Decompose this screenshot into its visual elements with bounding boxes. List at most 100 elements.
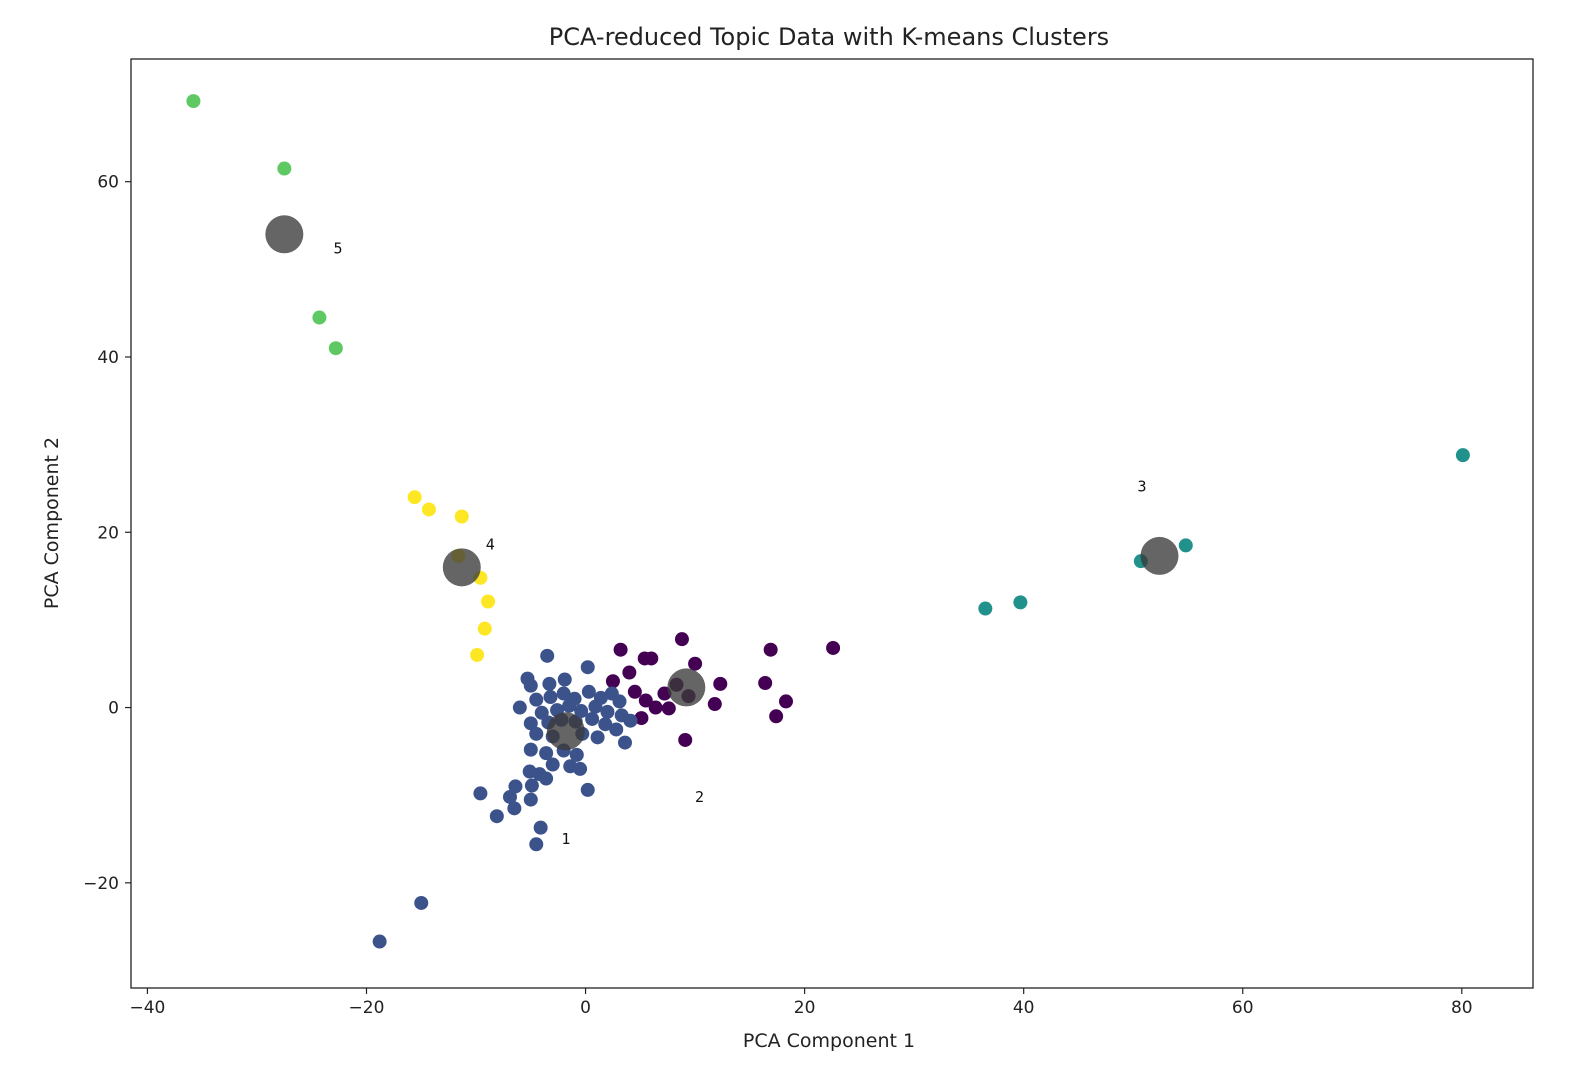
data-point-cluster-2 <box>473 786 488 801</box>
data-point-cluster-2 <box>529 726 544 741</box>
data-point-cluster-2 <box>372 934 387 949</box>
x-tick-label: 80 <box>1451 998 1473 1018</box>
centroid-marker-3 <box>1140 536 1179 575</box>
data-point-cluster-2 <box>540 648 555 663</box>
x-tick-label: 60 <box>1232 998 1254 1018</box>
data-point-cluster-2 <box>523 678 538 693</box>
data-point-cluster-5 <box>481 594 496 609</box>
data-point-cluster-5 <box>477 621 492 636</box>
data-point-cluster-2 <box>573 761 588 776</box>
data-point-cluster-1 <box>758 676 773 691</box>
data-point-cluster-5 <box>470 647 485 662</box>
data-point-cluster-2 <box>590 730 605 745</box>
data-point-cluster-5 <box>421 502 436 517</box>
data-point-cluster-2 <box>523 716 538 731</box>
data-point-cluster-2 <box>539 771 554 786</box>
data-point-cluster-1 <box>622 665 637 680</box>
data-point-cluster-2 <box>569 747 584 762</box>
data-point-cluster-2 <box>414 895 429 910</box>
data-point-cluster-1 <box>826 640 841 655</box>
data-point-cluster-2 <box>543 690 558 705</box>
data-point-cluster-1 <box>778 694 793 709</box>
data-point-cluster-2 <box>556 686 571 701</box>
data-point-cluster-1 <box>634 711 649 726</box>
data-point-cluster-2 <box>523 742 538 757</box>
data-point-cluster-2 <box>588 699 603 714</box>
data-point-cluster-1 <box>769 709 784 724</box>
data-point-cluster-1 <box>644 651 659 666</box>
centroid-label-2: 2 <box>695 788 704 806</box>
data-point-cluster-2 <box>623 713 638 728</box>
data-point-cluster-2 <box>562 698 577 713</box>
data-point-cluster-1 <box>707 697 722 712</box>
x-tick-label: −20 <box>349 998 385 1018</box>
data-point-cluster-4 <box>277 161 292 176</box>
data-point-cluster-1 <box>605 674 620 689</box>
data-point-cluster-2 <box>502 789 517 804</box>
data-point-cluster-1 <box>648 700 663 715</box>
data-point-cluster-2 <box>585 711 600 726</box>
data-point-cluster-2 <box>529 692 544 707</box>
data-point-cluster-5 <box>454 509 469 524</box>
centroid-label-5: 5 <box>333 239 342 257</box>
data-point-cluster-2 <box>580 660 595 675</box>
data-point-cluster-2 <box>524 778 539 793</box>
y-tick-label: 40 <box>97 348 119 368</box>
x-tick-label: 40 <box>1013 998 1035 1018</box>
x-tick-label: −40 <box>129 998 165 1018</box>
x-axis-ticks: −40 −20 0 20 40 60 80 <box>129 988 1473 1018</box>
data-point-cluster-2 <box>529 837 544 852</box>
centroid-marker-5 <box>265 215 304 254</box>
y-axis-title: PCA Component 2 <box>41 437 63 609</box>
centroid-labels: 1 2 3 4 5 <box>333 239 1146 848</box>
x-tick-label: 0 <box>580 998 591 1018</box>
data-point-cluster-2 <box>512 700 527 715</box>
x-axis-title: PCA Component 1 <box>743 1030 915 1052</box>
centroid-label-1: 1 <box>561 830 570 848</box>
centroid-label-3: 3 <box>1137 478 1146 496</box>
centroid-marker-2 <box>667 668 706 707</box>
data-point-cluster-1 <box>674 632 689 647</box>
y-axis-ticks: −20 0 20 40 60 <box>83 173 131 894</box>
y-tick-label: 20 <box>97 523 119 543</box>
data-point-cluster-2 <box>508 779 523 794</box>
data-point-cluster-1 <box>613 642 628 657</box>
chart-title: PCA-reduced Topic Data with K-means Clus… <box>549 23 1109 51</box>
data-point-cluster-2 <box>533 820 548 835</box>
y-tick-label: 60 <box>97 173 119 193</box>
cluster-centroids <box>265 215 1179 751</box>
x-tick-label: 20 <box>794 998 816 1018</box>
data-point-cluster-2 <box>600 704 615 719</box>
data-point-cluster-5 <box>407 490 422 505</box>
data-point-cluster-1 <box>713 676 728 691</box>
data-point-cluster-2 <box>523 792 538 807</box>
data-point-cluster-4 <box>312 310 327 325</box>
data-point-cluster-2 <box>580 782 595 797</box>
centroid-marker-1 <box>546 712 585 751</box>
data-point-cluster-2 <box>617 735 632 750</box>
data-point-cluster-2 <box>557 672 572 687</box>
data-point-cluster-3 <box>1013 595 1028 610</box>
data-point-cluster-1 <box>688 656 703 671</box>
data-point-cluster-2 <box>598 717 613 732</box>
data-point-cluster-3 <box>1455 448 1470 463</box>
data-point-cluster-1 <box>661 701 676 716</box>
y-tick-label: −20 <box>83 874 119 894</box>
y-tick-label: 0 <box>108 699 119 719</box>
centroid-marker-4 <box>442 548 481 587</box>
data-point-cluster-1 <box>627 684 642 699</box>
data-point-cluster-1 <box>678 732 693 747</box>
plot-area <box>130 58 1534 989</box>
data-point-cluster-2 <box>581 684 596 699</box>
data-point-cluster-2 <box>489 809 504 824</box>
data-point-cluster-2 <box>609 722 624 737</box>
data-point-cluster-4 <box>328 341 343 356</box>
centroid-label-4: 4 <box>486 536 495 554</box>
data-point-cluster-2 <box>542 676 557 691</box>
data-point-cluster-2 <box>545 757 560 772</box>
data-point-cluster-1 <box>763 642 778 657</box>
data-point-cluster-2 <box>574 704 589 719</box>
data-point-cluster-2 <box>612 694 627 709</box>
data-point-cluster-3 <box>978 601 993 616</box>
